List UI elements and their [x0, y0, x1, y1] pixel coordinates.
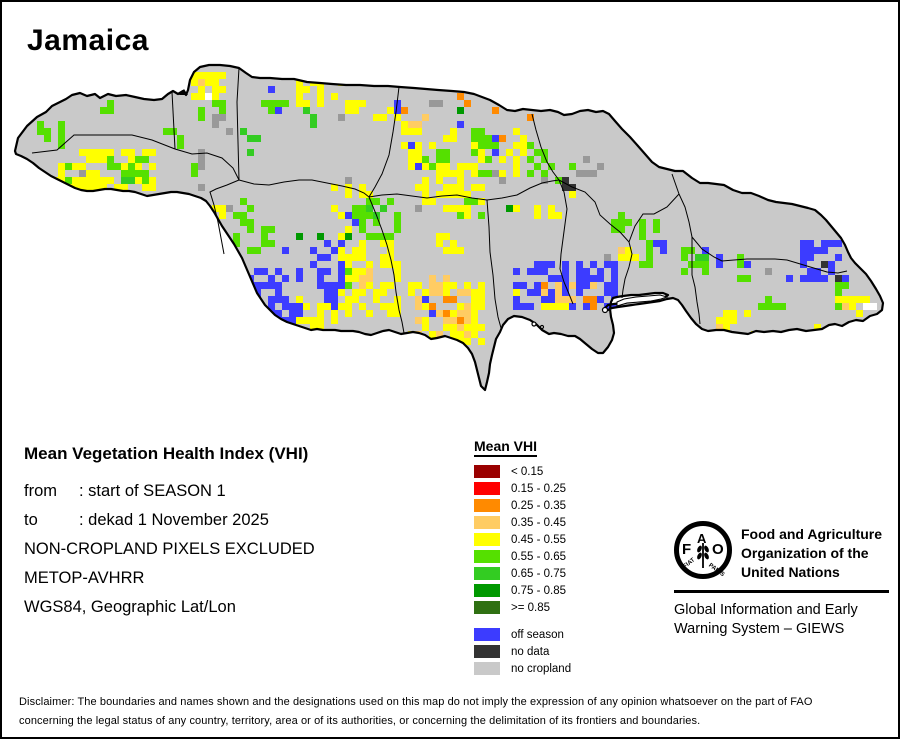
parish-boundary — [174, 148, 240, 181]
info-from-label: from — [24, 482, 57, 500]
legend-row: 0.15 - 0.25 — [474, 480, 571, 497]
parish-boundary — [31, 134, 176, 154]
legend-row: < 0.15 — [474, 463, 571, 480]
island-landmass — [15, 65, 883, 390]
legend-row: 0.35 - 0.45 — [474, 514, 571, 531]
legend-row: 0.25 - 0.35 — [474, 497, 571, 514]
legend-label: 0.65 - 0.75 — [511, 567, 566, 580]
legend-extra-entries: off season no data no cropland — [474, 626, 571, 677]
legend-label: 0.55 - 0.65 — [511, 550, 566, 563]
legend-label: 0.25 - 0.35 — [511, 499, 566, 512]
legend-swatch — [474, 601, 500, 614]
legend-row: 0.45 - 0.55 — [474, 531, 571, 548]
legend-row: 0.65 - 0.75 — [474, 565, 571, 582]
parish-boundary — [368, 179, 560, 201]
giews-line2: Warning System – GIEWS — [674, 621, 845, 637]
parish-boundary — [671, 173, 680, 195]
info-line-sensor: METOP-AVHRR — [24, 569, 145, 587]
legend-swatch — [474, 628, 500, 641]
legend-label: 0.75 - 0.85 — [511, 584, 566, 597]
disclaimer-line2: concerning the legal status of any count… — [19, 715, 701, 727]
coastline — [13, 63, 885, 392]
legend-swatch — [474, 516, 500, 529]
parish-boundary — [691, 237, 701, 325]
parish-boundary — [236, 67, 240, 181]
disclaimer: Disclaimer: The boundaries and names sho… — [19, 693, 891, 731]
legend-label: 0.35 - 0.45 — [511, 516, 566, 529]
legend-row: 0.75 - 0.85 — [474, 582, 571, 599]
info-line-projection: WGS84, Geographic Lat/Lon — [24, 598, 236, 616]
legend-swatch — [474, 567, 500, 580]
parish-boundary — [531, 113, 560, 181]
islet — [601, 306, 609, 314]
legend-swatch — [474, 482, 500, 495]
islet — [539, 324, 545, 330]
info-title: Mean Vegetation Health Index (VHI) — [24, 444, 309, 463]
fao-org-line2: Organization of the — [741, 545, 869, 561]
legend-swatch — [474, 584, 500, 597]
fao-org-line1: Food and Agriculture — [741, 526, 883, 542]
disclaimer-line1: Disclaimer: The boundaries and names sho… — [19, 696, 813, 708]
map-info-block: Mean Vegetation Health Index (VHI) from … — [24, 444, 315, 622]
giews-name: Global Information and Early Warning Sys… — [674, 601, 858, 639]
legend-label: 0.15 - 0.25 — [511, 482, 566, 495]
info-row-to: to : dekad 1 November 2025 — [24, 506, 315, 535]
fao-org-name: Food and Agriculture Organization of the… — [741, 525, 882, 582]
legend: Mean VHI < 0.15 0.15 - 0.25 0.25 - 0.35 0.3… — [474, 438, 571, 677]
legend-swatch — [474, 533, 500, 546]
legend-label: < 0.15 — [511, 465, 544, 478]
parish-boundary — [678, 193, 848, 274]
parish-boundary — [628, 193, 680, 243]
islet — [531, 321, 537, 327]
legend-label: off season — [511, 628, 564, 641]
fao-logo-icon: F A O FIAT PANIS — [674, 521, 732, 579]
parish-boundary — [368, 196, 405, 334]
fao-divider — [674, 590, 889, 593]
legend-row: >= 0.85 — [474, 599, 571, 616]
parish-boundary — [238, 179, 370, 198]
info-to-value: : dekad 1 November 2025 — [79, 511, 269, 529]
legend-entries: < 0.15 0.15 - 0.25 0.25 - 0.35 0.35 - 0.45 0… — [474, 463, 571, 616]
info-to-label: to — [24, 511, 38, 529]
legend-swatch — [474, 662, 500, 675]
legend-gap — [474, 616, 571, 626]
info-row-from: from : start of SEASON 1 — [24, 477, 315, 506]
legend-row: 0.55 - 0.65 — [474, 548, 571, 565]
parish-boundary — [171, 91, 176, 150]
legend-title: Mean VHI — [474, 438, 538, 457]
legend-label: 0.45 - 0.55 — [511, 533, 566, 546]
parish-boundary — [209, 179, 240, 255]
legend-row: off season — [474, 626, 571, 643]
legend-label: no data — [511, 645, 550, 658]
svg-text:F: F — [682, 541, 691, 558]
legend-row: no data — [474, 643, 571, 660]
legend-label: no cropland — [511, 662, 572, 675]
coastal-marker — [179, 89, 188, 95]
parish-boundary — [558, 179, 633, 299]
svg-text:A: A — [697, 531, 707, 546]
legend-swatch — [474, 550, 500, 563]
parish-boundary — [486, 199, 502, 329]
info-from-value: : start of SEASON 1 — [79, 482, 226, 500]
parish-boundary — [558, 179, 574, 305]
legend-swatch — [474, 645, 500, 658]
legend-swatch — [474, 465, 500, 478]
fao-org-line3: United Nations — [741, 564, 840, 580]
giews-line1: Global Information and Early — [674, 602, 858, 618]
kingston-harbour — [616, 294, 669, 307]
svg-text:O: O — [712, 541, 724, 558]
page-title: Jamaica — [27, 24, 149, 57]
legend-label: >= 0.85 — [511, 601, 551, 614]
legend-row: no cropland — [474, 660, 571, 677]
parish-boundary — [368, 86, 400, 198]
info-line-noncropland: NON-CROPLAND PIXELS EXCLUDED — [24, 540, 315, 558]
legend-swatch — [474, 499, 500, 512]
